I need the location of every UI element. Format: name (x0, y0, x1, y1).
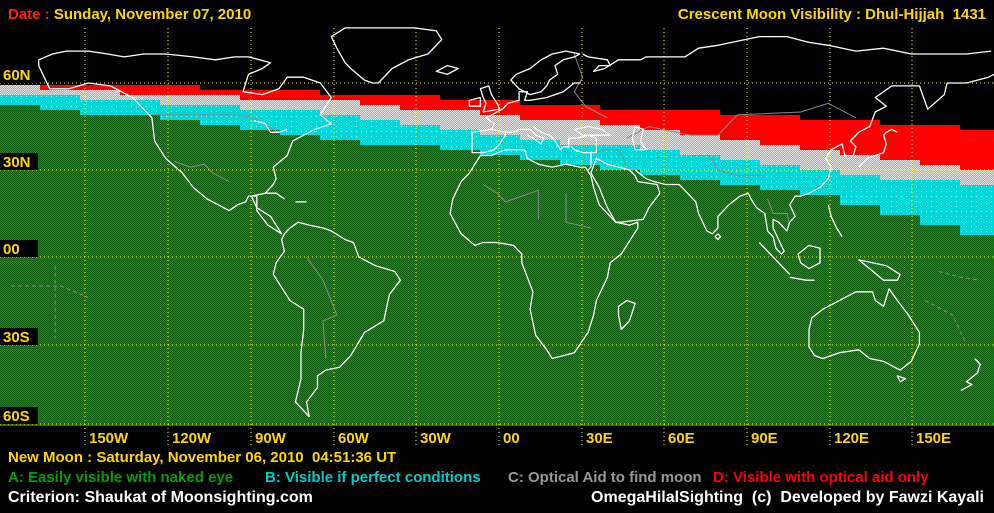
latitude-labels: 60N 30N 00 30S 60S (0, 66, 38, 425)
lon-label-60W: 60W (338, 430, 370, 447)
date-label: Date : (8, 6, 54, 23)
lon-label-120E: 120E (834, 430, 869, 447)
zone-A-naked-eye (0, 105, 994, 426)
legend-item-C: C: Optical Aid to find moon (508, 469, 702, 486)
coastlines (38, 27, 994, 418)
lon-label-30W: 30W (420, 430, 452, 447)
lon-label-90E: 90E (751, 430, 778, 447)
lon-label-60E: 60E (668, 430, 695, 447)
lon-label-30E: 30E (586, 430, 613, 447)
lat-label-60N: 60N (3, 67, 31, 84)
lon-label-90W: 90W (255, 430, 287, 447)
date-title: Date : Sunday, November 07, 2010 (8, 6, 251, 23)
lon-label-00: 00 (503, 430, 520, 447)
visibility-title: Crescent Moon Visibility : Dhul-Hijjah 1… (677, 6, 986, 23)
developer-credit: OmegaHilalSighting (c) Developed by Fawz… (591, 489, 984, 506)
lon-label-120W: 120W (172, 430, 212, 447)
title-bar: Date : Sunday, November 07, 2010 Crescen… (0, 0, 994, 26)
new-moon-line: New Moon : Saturday, November 06, 2010 0… (8, 449, 397, 466)
legend-item-D: D: Visible with optical aid only (713, 469, 929, 486)
graticule (0, 28, 994, 447)
legend-item-A: A: Easily visible with naked eye (8, 469, 234, 486)
credits-bar: Criterion: Shaukat of Moonsighting.com O… (0, 489, 994, 511)
lat-label-60S: 60S (3, 408, 30, 425)
lon-label-150E: 150E (916, 430, 951, 447)
date-value: Sunday, November 07, 2010 (53, 6, 252, 23)
lat-label-30N: 30N (3, 154, 31, 171)
lat-label-00: 00 (3, 241, 20, 258)
criterion-text: Criterion: Shaukat of Moonsighting.com (8, 489, 313, 506)
lat-label-30S: 30S (3, 329, 30, 346)
lon-label-150W: 150W (89, 430, 129, 447)
world-visibility-map: 60N 30N 00 30S 60S 150W 120W 90W 60W 30W 00 30E 60E 9… (0, 27, 994, 447)
country-borders (11, 53, 981, 359)
longitude-axis-band (0, 426, 994, 447)
visibility-bands (0, 85, 994, 426)
longitude-labels: 150W 120W 90W 60W 30W 00 30E 60E 90E 120E 150E (89, 430, 951, 447)
legend-item-B: B: Visible if perfect conditions (265, 469, 481, 486)
visibility-legend: A: Easily visible with naked eye B: Visib… (0, 469, 994, 487)
